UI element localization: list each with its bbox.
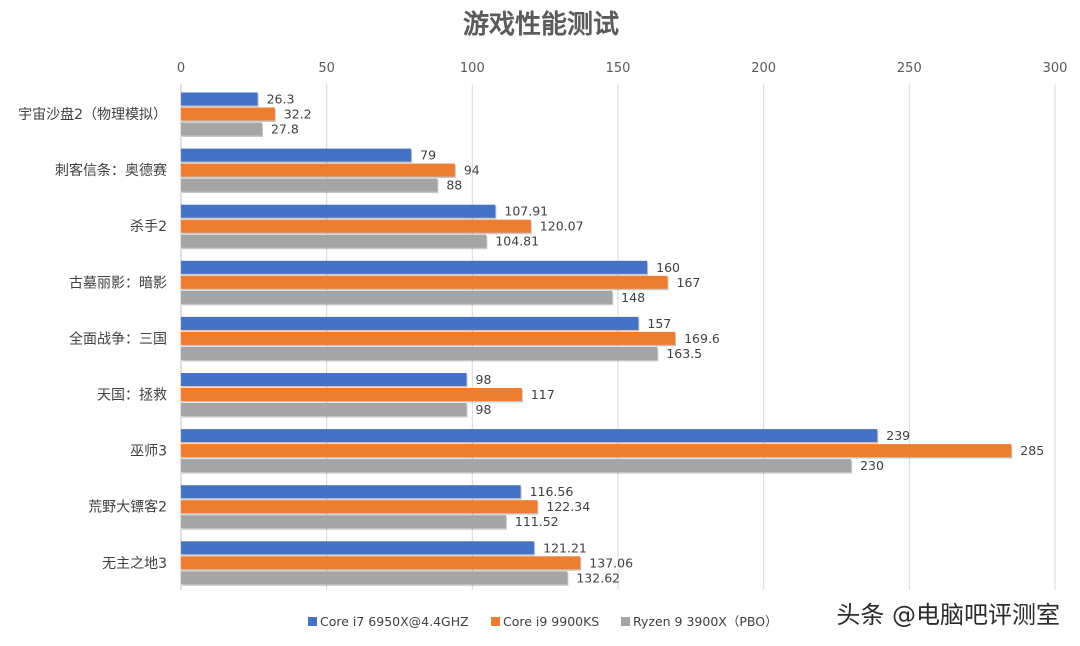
category-label: 荒野大镖客2 xyxy=(88,499,167,516)
legend-swatch xyxy=(621,617,630,626)
bar xyxy=(181,571,568,585)
data-label: 117 xyxy=(531,387,555,402)
bar xyxy=(181,444,1012,458)
data-label: 167 xyxy=(677,275,701,290)
data-label: 107.91 xyxy=(504,204,548,219)
data-label: 239 xyxy=(886,428,910,443)
data-label: 148 xyxy=(621,290,645,305)
data-label: 104.81 xyxy=(495,234,539,249)
category-label: 古墓丽影：暗影 xyxy=(69,275,167,291)
bar xyxy=(181,429,878,443)
category-label: 全面战争：三国 xyxy=(69,330,167,347)
data-labels: 26.332.227.8799488107.91120.07104.811601… xyxy=(267,92,1045,586)
category-label: 无主之地3 xyxy=(102,556,167,572)
data-label: 160 xyxy=(656,260,680,275)
category-label: 巫师3 xyxy=(130,444,167,460)
x-tick-label: 200 xyxy=(751,61,776,76)
bar xyxy=(181,92,258,106)
x-tick-label: 100 xyxy=(460,61,485,76)
data-label: 121.21 xyxy=(543,540,587,555)
data-label: 111.52 xyxy=(515,514,559,529)
watermark-text: 头条 @电脑吧评测室 xyxy=(836,601,1060,629)
legend-label: Core i7 6950X@4.4GHZ xyxy=(320,614,469,629)
data-label: 230 xyxy=(860,458,884,473)
bar xyxy=(181,331,676,345)
bars xyxy=(181,92,1013,586)
bar xyxy=(181,163,455,177)
data-label: 32.2 xyxy=(284,107,312,122)
legend: Core i7 6950X@4.4GHZ Core i9 9900KS Ryzen … xyxy=(308,614,778,629)
category-label: 刺客信条：奥德赛 xyxy=(55,162,167,179)
data-label: 79 xyxy=(420,148,436,163)
data-label: 169.6 xyxy=(684,331,720,346)
data-label: 137.06 xyxy=(589,555,633,570)
bar xyxy=(181,556,581,570)
bar xyxy=(181,219,531,233)
x-tick-label: 300 xyxy=(1043,61,1068,76)
data-label: 285 xyxy=(1020,443,1044,458)
x-axis-ticks: 0 50 100 150 200 250 300 xyxy=(177,61,1068,76)
data-label: 98 xyxy=(476,402,492,417)
legend-swatch xyxy=(308,617,317,626)
data-label: 163.5 xyxy=(666,346,702,361)
data-label: 98 xyxy=(476,372,492,387)
legend-label: Core i9 9900KS xyxy=(503,614,599,629)
bar xyxy=(181,148,412,162)
bar xyxy=(181,373,467,386)
category-label: 天国：拯救 xyxy=(97,388,167,404)
bar xyxy=(181,204,496,218)
category-label: 杀手2 xyxy=(130,219,167,235)
bar xyxy=(181,403,467,416)
data-label: 27.8 xyxy=(271,122,299,137)
bar xyxy=(181,107,275,121)
data-label: 116.56 xyxy=(530,484,574,499)
bar xyxy=(181,275,668,289)
data-label: 132.62 xyxy=(576,570,620,585)
bar xyxy=(181,290,613,304)
chart-title: 游戏性能测试 xyxy=(463,9,619,40)
data-label: 88 xyxy=(446,178,462,193)
bar xyxy=(181,260,648,274)
x-tick-label: 50 xyxy=(318,61,335,76)
bar xyxy=(181,500,538,514)
legend-swatch xyxy=(491,617,500,626)
data-label: 157 xyxy=(647,316,671,331)
legend-label: Ryzen 9 3900X（PBO） xyxy=(633,614,778,629)
bar xyxy=(181,122,262,136)
bar xyxy=(181,541,535,555)
x-tick-label: 250 xyxy=(897,61,922,76)
bar xyxy=(181,178,438,192)
x-tick-label: 150 xyxy=(606,61,631,76)
bar xyxy=(181,234,487,248)
bar xyxy=(181,388,522,401)
bar xyxy=(181,515,506,529)
category-label: 宇宙沙盘2（物理模拟） xyxy=(18,106,167,123)
bar xyxy=(181,316,639,330)
data-label: 120.07 xyxy=(540,219,584,234)
bar xyxy=(181,485,521,499)
data-label: 122.34 xyxy=(546,499,590,514)
bar xyxy=(181,459,852,473)
data-label: 94 xyxy=(464,163,480,178)
x-tick-label: 0 xyxy=(177,61,185,76)
bar xyxy=(181,346,658,360)
data-label: 26.3 xyxy=(267,92,295,107)
